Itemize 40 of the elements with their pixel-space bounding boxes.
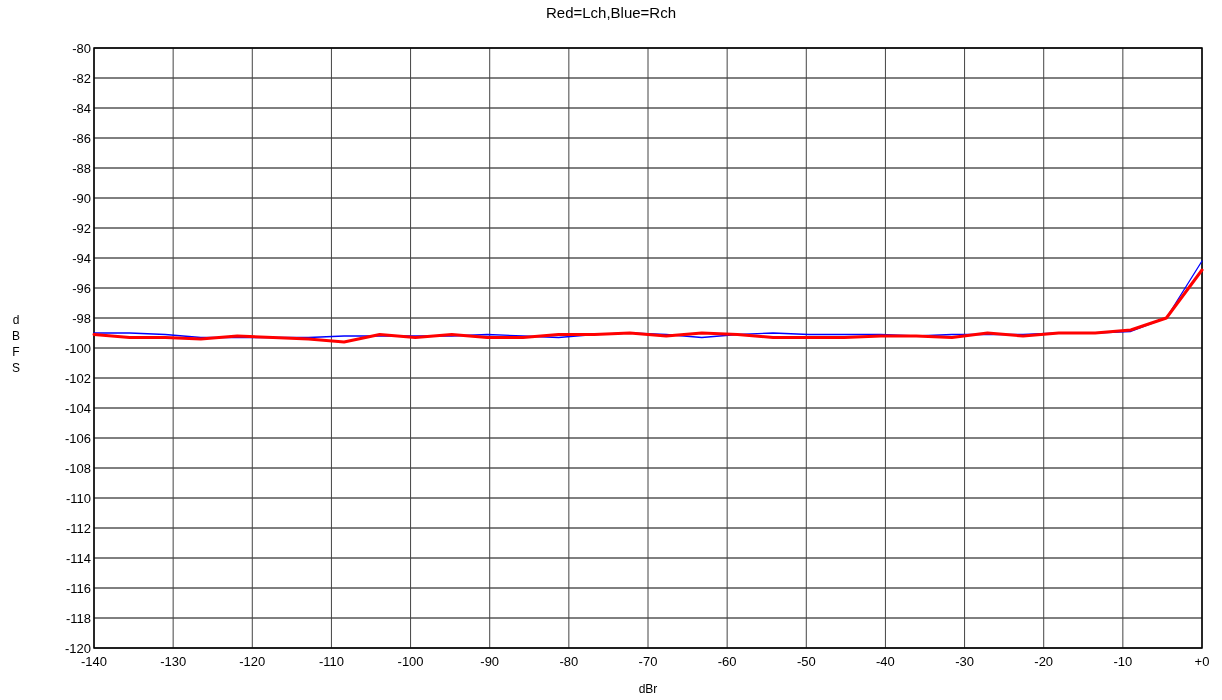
x-tick-label: -130 [160,654,187,669]
y-tick-label: -116 [65,580,91,596]
y-tick-label: -112 [65,520,91,536]
y-tick-label: -82 [72,70,91,86]
x-tick-label: -70 [638,654,658,669]
y-tick-label: -120 [64,640,91,656]
x-tick-label: -60 [717,654,737,669]
y-tick-label: -118 [65,610,91,626]
y-axis-title: dBFS [11,313,21,375]
y-tick-label: -102 [64,370,91,386]
y-tick-label: -94 [72,250,91,266]
y-tick-label: -84 [72,100,91,116]
x-tick-label: -100 [397,654,424,669]
y-tick-label: -98 [72,310,91,326]
y-tick-label: -100 [64,340,91,356]
x-tick-label: -20 [1034,654,1054,669]
x-axis-title: dBr [638,682,658,696]
x-tick-label: -140 [80,654,108,669]
x-tick-label: -10 [1113,654,1133,669]
x-tick-label: +0 [1194,654,1210,669]
y-tick-label: -108 [64,460,91,476]
x-tick-label: -30 [955,654,974,669]
chart-title: Red=Lch,Blue=Rch [545,4,677,21]
y-tick-label: -114 [65,550,91,566]
x-tick-label: -80 [559,654,579,669]
y-tick-label: -96 [72,280,91,296]
y-tick-label: -80 [72,40,91,56]
x-tick-label: -90 [480,654,500,669]
y-tick-label: -88 [72,160,91,176]
x-tick-label: -40 [876,654,895,669]
x-tick-label: -110 [318,654,344,669]
y-tick-label: -104 [64,400,91,416]
x-tick-label: -50 [796,654,816,669]
y-tick-label: -90 [72,190,91,206]
line-series [92,268,1204,344]
y-tick-label: -86 [72,130,91,146]
y-tick-label: -92 [72,220,91,236]
x-tick-label: -120 [239,654,266,669]
y-tick-label: -106 [64,430,91,446]
y-tick-label: -110 [65,490,91,506]
